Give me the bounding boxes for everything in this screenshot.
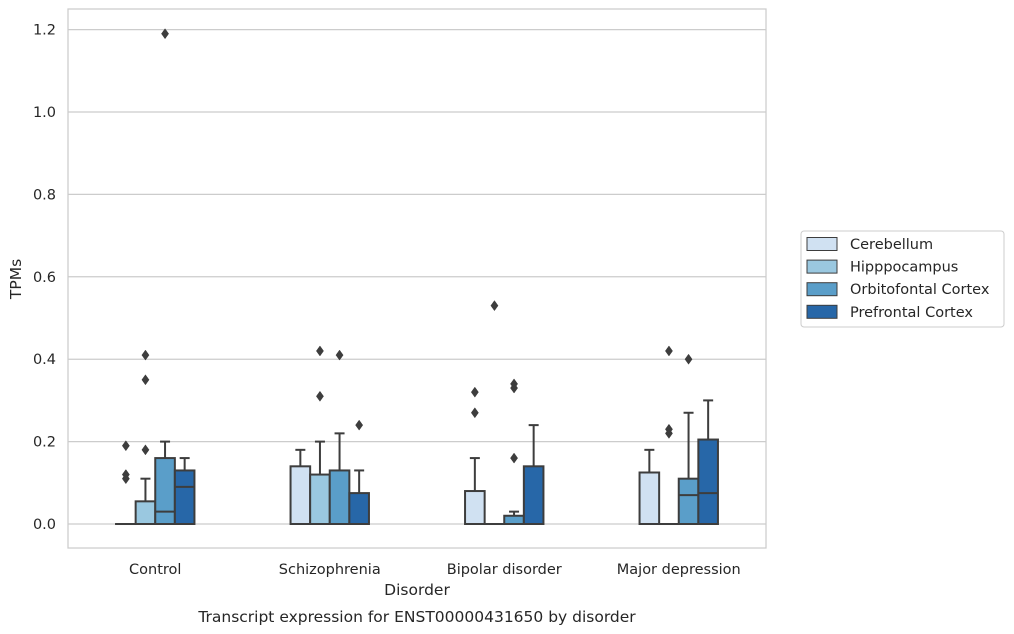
outlier-point	[470, 386, 479, 398]
chart-caption: Transcript expression for ENST0000043165…	[197, 608, 636, 626]
y-tick-label: 0.6	[33, 270, 56, 286]
box-body	[173, 469, 196, 526]
box-orbitofontal-cortex	[154, 28, 176, 525]
box-hipppocampus	[309, 345, 331, 525]
x-tick-label: Control	[129, 562, 181, 578]
box-hipppocampus	[134, 349, 157, 525]
legend-label: Orbitofontal Cortex	[850, 282, 990, 298]
outlier-point	[121, 473, 130, 485]
outlier-point	[684, 353, 693, 365]
outlier-point	[316, 390, 324, 402]
box-cerebellum	[464, 386, 486, 526]
y-axis-title: TPMs	[7, 259, 25, 300]
y-tick-label: 0.0	[33, 517, 56, 533]
outlier-point	[141, 374, 150, 386]
y-tick-label: 0.8	[33, 187, 56, 203]
x-tick-label: Schizophrenia	[279, 562, 381, 578]
legend-label: Hipppocampus	[850, 260, 958, 276]
outlier-point	[161, 28, 169, 40]
legend-swatch	[806, 282, 838, 297]
box-body	[697, 438, 719, 526]
outlier-point	[141, 349, 150, 361]
box-body	[328, 469, 351, 526]
box-body	[154, 457, 176, 525]
outlier-point	[335, 349, 344, 361]
x-tick-label: Bipolar disorder	[447, 562, 562, 578]
y-tick-label: 1.2	[33, 23, 56, 39]
box-hipppocampus	[483, 300, 506, 526]
box-prefrontal-cortex	[348, 419, 370, 526]
outlier-point	[490, 300, 499, 312]
legend-swatch	[806, 237, 838, 251]
outlier-point	[121, 440, 130, 452]
box-body	[677, 477, 700, 525]
legend-swatch	[806, 259, 838, 274]
legend-label: Cerebellum	[850, 237, 933, 253]
box-cerebellum	[638, 448, 661, 525]
y-tick-label: 0.2	[33, 435, 56, 451]
x-tick-labels: Control Schizophrenia Bipolar disorder Majo…	[129, 562, 741, 578]
box-body	[289, 465, 312, 526]
legend-swatch	[806, 304, 838, 319]
x-axis-title: Disorder	[384, 581, 450, 599]
legend-label: Prefrontal Cortex	[850, 305, 973, 321]
outlier-point	[141, 444, 150, 456]
legend: Cerebellum Hipppocampus Orbitofontal Corte…	[800, 230, 1005, 328]
box-prefrontal-cortex	[173, 457, 196, 526]
y-tick-label: 0.4	[33, 352, 56, 368]
box-body	[522, 465, 545, 526]
box-body	[464, 490, 486, 526]
box-cerebellum	[115, 440, 137, 526]
box-cerebellum	[289, 448, 312, 526]
y-tick-labels: 0.0 0.2 0.4 0.6 0.8 1.0 1.2	[33, 23, 56, 533]
box-prefrontal-cortex	[697, 399, 719, 526]
box-hipppocampus	[658, 345, 680, 526]
box-body	[134, 500, 157, 525]
boxes	[115, 28, 719, 526]
outlier-point	[355, 419, 364, 431]
box-body	[503, 514, 525, 526]
box-body	[638, 471, 661, 525]
box-orbitofontal-cortex	[328, 349, 351, 526]
box-body	[309, 473, 331, 525]
legend-frame	[800, 230, 1005, 328]
box-orbitofontal-cortex	[677, 353, 700, 525]
y-tick-label: 1.0	[33, 105, 56, 121]
outlier-point	[510, 382, 518, 394]
outlier-point	[665, 345, 673, 357]
outlier-point	[316, 345, 324, 357]
box-orbitofontal-cortex	[503, 378, 525, 526]
outlier-point	[510, 452, 518, 464]
outlier-point	[470, 407, 479, 419]
outlier-point	[665, 427, 673, 439]
x-tick-label: Major depression	[617, 562, 741, 578]
box-prefrontal-cortex	[522, 424, 545, 526]
box-body	[348, 492, 370, 526]
